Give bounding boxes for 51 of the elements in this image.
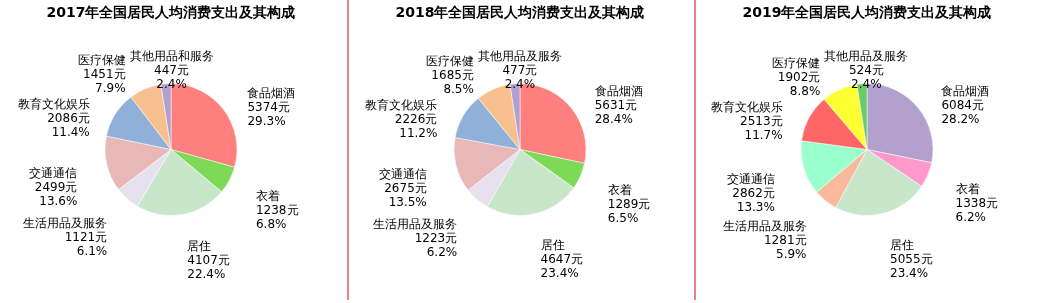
slice-label: 医疗保健	[772, 55, 821, 70]
chart-title: 2018年全国居民人均消费支出及其构成	[395, 4, 645, 20]
slice-label: 食品烟酒	[594, 84, 643, 99]
data-label: 1685元 8.5%	[431, 68, 474, 97]
data-label: 4107元 22.4%	[187, 253, 230, 282]
slice-label: 其他用品及服务	[824, 48, 909, 63]
slice-label: 生活用品及服务	[23, 216, 108, 231]
slice-label: 生活用品及服务	[373, 217, 458, 232]
chart-title: 2019年全国居民人均消费支出及其构成	[742, 4, 992, 20]
slice-label: 教育文化娱乐	[17, 96, 90, 111]
data-label: 2226元 11.2%	[394, 112, 438, 141]
slice-label: 衣着	[955, 181, 980, 196]
slice-label: 医疗保健	[425, 54, 474, 69]
data-label: 477元 2.4%	[502, 62, 538, 91]
slice-label: 居住	[187, 239, 212, 254]
data-label: 1289元 6.5%	[607, 197, 651, 226]
slice-label: 交通通信	[29, 165, 78, 180]
data-label: 1223元 6.2%	[414, 231, 458, 260]
data-label: 2862元 13.3%	[732, 185, 775, 214]
chart-title: 2017年全国居民人均消费支出及其构成	[46, 4, 296, 20]
data-label: 4647元 23.4%	[540, 252, 584, 281]
data-label: 524元 2.4%	[848, 62, 884, 91]
slice-label: 交通通信	[378, 167, 427, 182]
slice-label: 衣着	[255, 189, 280, 204]
data-label: 1238元 6.8%	[255, 203, 299, 232]
slice-label: 交通通信	[726, 171, 775, 186]
data-label: 2086元 11.4%	[47, 110, 90, 139]
slice-label: 食品烟酒	[941, 83, 990, 98]
slice-label: 医疗保健	[77, 52, 126, 67]
slice-label: 教育文化娱乐	[365, 98, 438, 113]
slice-label: 教育文化娱乐	[710, 99, 783, 114]
data-label: 6084元 28.2%	[941, 97, 984, 126]
data-label: 447元 2.4%	[154, 62, 189, 91]
slice-label: 食品烟酒	[247, 86, 296, 101]
data-label: 5374元 29.3%	[247, 100, 291, 129]
slice-label: 其他用品及服务	[477, 48, 562, 63]
data-label: 1338元 6.2%	[955, 195, 999, 224]
data-label: 1451元 7.9%	[82, 66, 126, 95]
slice-label: 衣着	[607, 183, 632, 198]
slice-label: 其他用品和服务	[129, 48, 214, 63]
data-label: 2675元 13.5%	[384, 181, 427, 210]
data-label: 5631元 28.4%	[594, 98, 638, 127]
slice-label: 居住	[890, 237, 914, 252]
data-label: 1902元 8.8%	[777, 69, 821, 98]
data-label: 1121元 6.1%	[64, 230, 108, 259]
slice-label: 居住	[540, 238, 565, 253]
data-label: 2513元 11.7%	[740, 113, 783, 142]
data-label: 2499元 13.6%	[34, 179, 78, 208]
data-label: 5055元 23.4%	[890, 251, 933, 280]
data-label: 1281元 5.9%	[763, 233, 807, 262]
slice-label: 生活用品及服务	[722, 219, 807, 234]
